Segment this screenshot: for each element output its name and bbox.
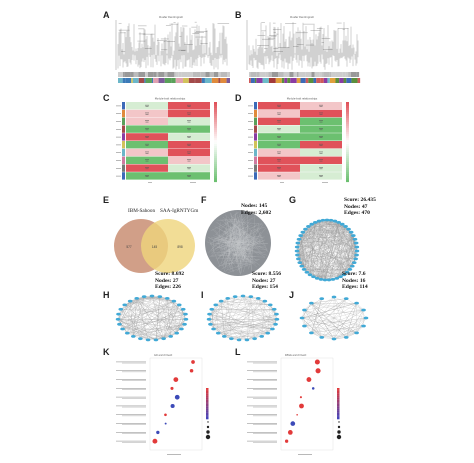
network-h-graph: [115, 294, 189, 342]
network-f-edges: [206, 211, 269, 275]
panel-label-d: D: [235, 93, 242, 103]
panel-label-b: B: [235, 10, 242, 20]
network-h-stats: Score: 8.692 Nodes: 27 Edges: 226: [155, 271, 184, 291]
dendrogram-a: Cluster Dendrogram: [115, 16, 230, 83]
module-colorbar-a: [118, 72, 230, 83]
dotplot-k: GO enrichment: [116, 354, 211, 455]
panel-label-f: F: [201, 195, 207, 205]
network-j-score: Score: 7.6: [342, 271, 366, 277]
heatmap-d-cells: [248, 102, 349, 183]
dendrogram-b-branches: [248, 22, 359, 70]
dotplot-l-title: KEGG enrichment: [285, 354, 306, 357]
network-g-score: Score: 26.435: [344, 197, 376, 203]
network-h-nodes: Nodes: 27: [155, 277, 179, 284]
panel-label-a: A: [103, 10, 110, 20]
network-g-graph: [294, 218, 360, 282]
venn-set2-label: SAA-IgRNTYGm: [160, 208, 198, 214]
dendrogram-b: Cluster Dendrogram: [246, 16, 361, 83]
ppi-network-h: [115, 294, 189, 342]
venn-diagram: IBM-Sahoon SAA-IgRNTYGm 577 145 898: [114, 208, 198, 273]
panel-label-l: L: [235, 347, 241, 357]
venn-left-count: 577: [126, 245, 132, 249]
network-j-nodes: Nodes: 16: [342, 277, 366, 284]
panel-label-i: I: [201, 290, 204, 300]
panel-label-c: C: [103, 93, 110, 103]
network-i-graph: [206, 294, 280, 342]
network-i-score: Score: 8.556: [252, 271, 282, 277]
network-j-graph: [299, 295, 369, 341]
network-h-score: Score: 8.692: [155, 271, 185, 277]
network-g-stats: Score: 26.435 Nodes: 47 Edges: 470: [344, 197, 376, 217]
heatmap-d-title: Module-trait relationships: [287, 98, 318, 101]
network-j-stats: Score: 7.6 Nodes: 16 Edges: 114: [342, 271, 368, 291]
panel-label-k: K: [103, 347, 110, 357]
panel-label-e: E: [103, 195, 110, 205]
dotplot-l: KEGG enrichment: [247, 354, 342, 455]
network-f-edges-count: Edges: 2,602: [241, 209, 272, 216]
heatmap-c-title: Module-trait relationships: [155, 98, 186, 101]
dendrogram-a-title: Cluster Dendrogram: [159, 16, 184, 19]
ppi-network-i: [206, 294, 280, 342]
network-i-edges: Edges: 154: [252, 284, 278, 291]
ppi-network-full: [205, 210, 271, 276]
network-g-nodes: Nodes: 47: [344, 203, 368, 210]
heatmap-c-cells: [116, 102, 217, 183]
dotplot-l-marks: [247, 359, 342, 455]
module-colorbar-b: [249, 72, 361, 83]
panel-label-h: H: [103, 290, 110, 300]
network-f-nodes: Nodes: 145: [241, 203, 268, 209]
venn-set1-label: IBM-Sahoon: [128, 208, 155, 214]
network-h-edges: Edges: 226: [155, 284, 181, 291]
ppi-network-g: [294, 218, 360, 282]
heatmap-c: Module-trait relationships: [116, 98, 217, 183]
dotplot-k-title: GO enrichment: [154, 354, 172, 357]
panel-label-j: J: [289, 290, 295, 300]
network-i-nodes: Nodes: 27: [252, 277, 276, 284]
dendrogram-a-branches: [117, 22, 230, 70]
heatmap-d: Module-trait relationships: [248, 98, 349, 183]
network-f-stats: Nodes: 145 Edges: 2,602: [241, 203, 271, 216]
network-j-edges: Edges: 114: [342, 284, 368, 291]
venn-right-circle: [141, 219, 195, 273]
venn-overlap-count: 145: [152, 245, 158, 249]
network-g-edges: Edges: 470: [344, 210, 370, 217]
panel-label-g: G: [289, 195, 297, 205]
venn-right-count: 898: [177, 245, 183, 249]
dotplot-k-marks: [116, 360, 211, 455]
network-i-stats: Score: 8.556 Nodes: 27 Edges: 154: [252, 271, 281, 291]
ppi-network-j: [299, 295, 369, 341]
dendrogram-b-title: Cluster Dendrogram: [290, 16, 315, 19]
